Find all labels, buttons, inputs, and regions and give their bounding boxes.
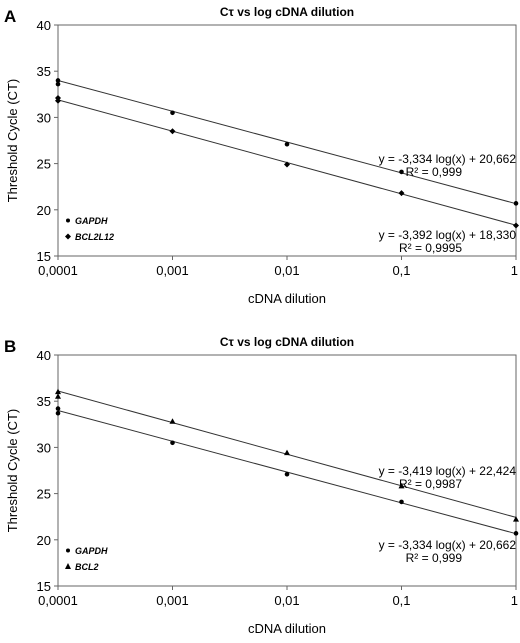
y-tick-label: 20 (37, 533, 51, 548)
y-tick-label: 35 (37, 394, 51, 409)
panel-label: B (4, 337, 16, 356)
data-point-bcl2 (55, 393, 61, 399)
x-tick-label: 0,1 (392, 593, 410, 608)
y-tick-label: 35 (37, 64, 51, 79)
data-point-bcl2l12 (284, 161, 290, 168)
y-tick-label: 25 (37, 487, 51, 502)
x-tick-label: 0,001 (156, 263, 189, 278)
r-squared-label: R² = 0,9995 (399, 241, 462, 255)
data-point-gapdh (55, 410, 61, 416)
trendline-equation: y = -3,334 log(x) + 20,662 (379, 538, 517, 552)
chart-title: Cτ vs log cDNA dilution (220, 335, 354, 349)
data-point-gapdh (55, 406, 61, 411)
trendline-equation: y = -3,419 log(x) + 22,424 (379, 464, 517, 478)
data-point-bcl2 (55, 388, 61, 395)
data-point-bcl2 (169, 418, 176, 424)
trendline-equation: y = -3,334 log(x) + 20,662 (379, 152, 517, 166)
chart-title: Cτ vs log cDNA dilution (220, 5, 354, 19)
r-squared-label: R² = 0,999 (406, 165, 463, 179)
legend-entry: GAPDH (75, 546, 108, 556)
legend-entry: BCL2L12 (75, 232, 114, 242)
x-axis-label: cDNA dilution (248, 291, 326, 306)
data-point-gapdh (513, 201, 519, 206)
data-point-gapdh (399, 169, 404, 175)
x-tick-label: 1 (511, 263, 518, 278)
y-tick-label: 30 (37, 440, 51, 455)
legend-entry: GAPDH (75, 216, 108, 226)
y-tick-label: 40 (37, 348, 51, 363)
x-tick-label: 0,001 (156, 593, 189, 608)
r-squared-label: R² = 0,9987 (399, 477, 462, 491)
x-tick-label: 0,0001 (38, 593, 78, 608)
y-axis-label: Threshold Cycle (CT) (5, 79, 20, 203)
trendline-equation: y = -3,392 log(x) + 18,330 (379, 228, 517, 242)
r-squared-label: R² = 0,999 (406, 551, 463, 565)
legend-marker-gapdh (66, 548, 70, 553)
data-point-gapdh (284, 141, 290, 147)
y-tick-label: 40 (37, 18, 51, 33)
data-point-gapdh (284, 471, 290, 477)
data-point-bcl2 (513, 516, 519, 522)
x-tick-label: 0,0001 (38, 263, 78, 278)
x-tick-label: 1 (511, 593, 518, 608)
panel-label: A (4, 7, 16, 26)
y-tick-label: 15 (37, 249, 51, 264)
data-point-bcl2 (284, 449, 290, 456)
y-tick-label: 30 (37, 110, 51, 125)
data-point-gapdh (55, 81, 61, 87)
legend-marker-gapdh (66, 218, 70, 223)
data-point-bcl2l12 (398, 190, 405, 197)
y-tick-label: 20 (37, 203, 51, 218)
data-point-gapdh (513, 531, 519, 536)
data-point-gapdh (55, 78, 61, 83)
data-point-bcl2l12 (169, 128, 176, 135)
data-point-bcl2l12 (55, 97, 61, 104)
data-point-bcl2l12 (513, 222, 519, 229)
legend-marker-bcl2 (65, 563, 71, 569)
data-point-gapdh (399, 499, 404, 505)
x-tick-label: 0,01 (274, 263, 299, 278)
y-tick-label: 25 (37, 157, 51, 172)
data-point-gapdh (170, 440, 175, 446)
y-axis-label: Threshold Cycle (CT) (5, 409, 20, 533)
legend-marker-bcl2l12 (65, 233, 71, 240)
y-tick-label: 15 (37, 579, 51, 594)
x-tick-label: 0,01 (274, 593, 299, 608)
x-tick-label: 0,1 (392, 263, 410, 278)
x-axis-label: cDNA dilution (248, 621, 326, 636)
data-point-bcl2 (398, 482, 405, 489)
plot-area (57, 24, 517, 257)
data-point-gapdh (170, 110, 175, 116)
legend-entry: BCL2 (75, 562, 99, 572)
